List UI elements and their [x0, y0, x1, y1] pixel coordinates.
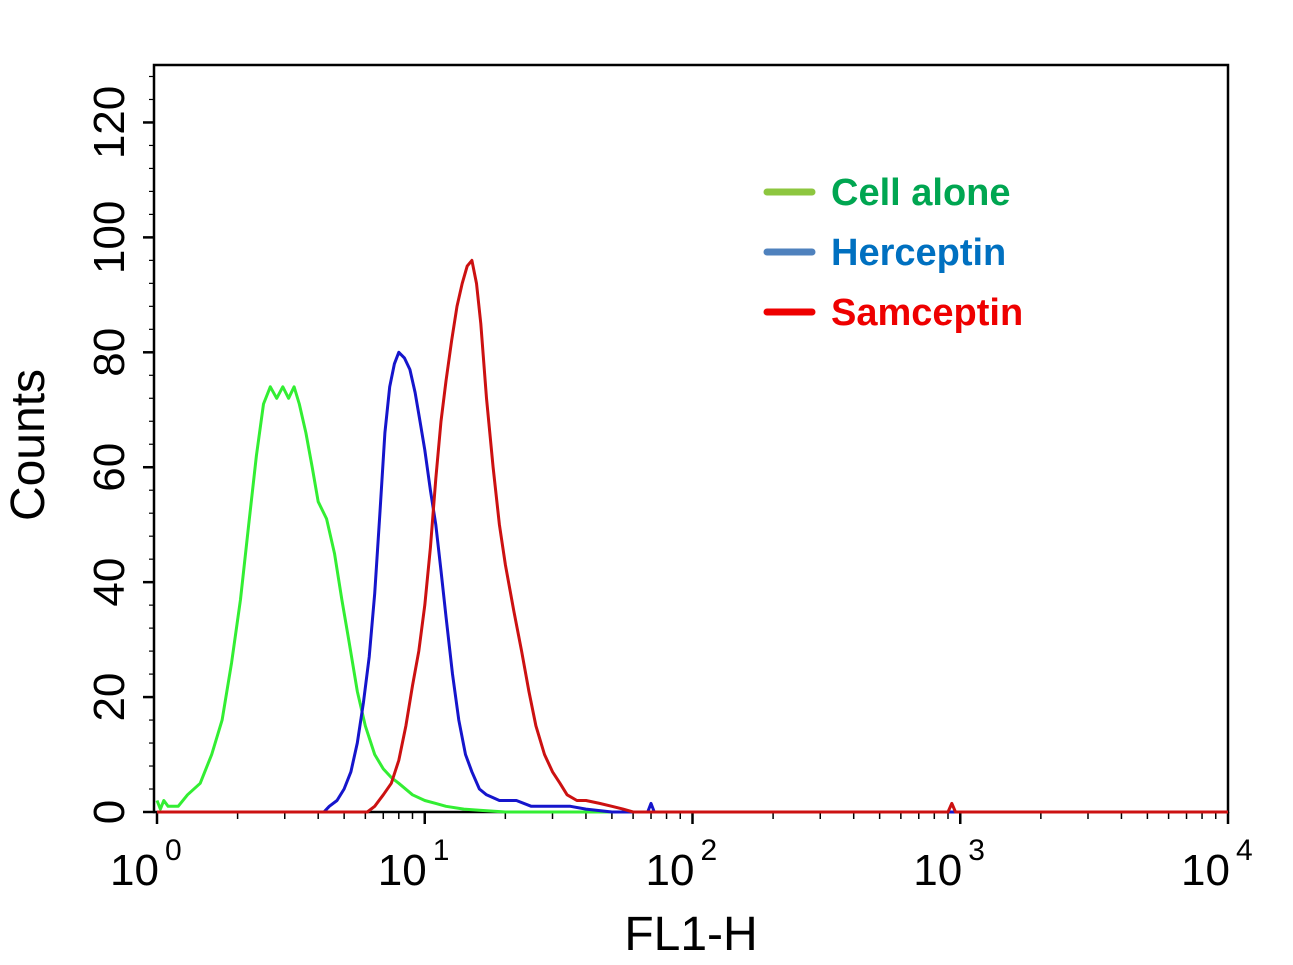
legend-label: Cell alone	[831, 172, 1011, 214]
x-tick-label: 10 3	[913, 834, 985, 895]
y-tick-label: 20	[85, 673, 134, 722]
legend-item: Herceptin	[763, 232, 1006, 274]
y-axis-minor-ticks	[149, 75, 155, 790]
x-tick-label: 10 2	[646, 834, 718, 895]
y-tick-label: 60	[85, 443, 134, 492]
x-tick-label: 10 1	[378, 834, 450, 895]
x-tick-base: 10	[913, 846, 962, 895]
x-tick-exponent: 0	[165, 834, 182, 867]
x-tick-exponent: 1	[433, 834, 450, 867]
x-tick-exponent: 2	[701, 834, 718, 867]
x-tick-exponent: 4	[1236, 834, 1253, 867]
series-layer	[155, 258, 1228, 814]
plot-frame	[152, 63, 1230, 814]
x-tick-base: 10	[110, 846, 159, 895]
x-tick-exponent: 3	[968, 834, 985, 867]
legend-label: Herceptin	[831, 232, 1006, 274]
x-tick-base: 10	[1181, 846, 1230, 895]
series-line-cell-alone	[155, 385, 1228, 814]
y-tick-label: 80	[85, 328, 134, 377]
y-axis: 0 20 40 60 80 100 120	[85, 86, 155, 824]
x-tick-base: 10	[646, 846, 695, 895]
legend-item: Samceptin	[763, 292, 1023, 334]
y-axis-title: Counts	[2, 369, 55, 521]
x-axis: 10 0 10 1 10 2 10 3 10 4	[110, 812, 1253, 895]
series-line-herceptin	[157, 350, 1228, 814]
x-axis-title: FL1-H	[624, 908, 757, 961]
y-tick-label: 120	[85, 86, 134, 159]
y-tick-label: 40	[85, 558, 134, 607]
x-tick-base: 10	[378, 846, 427, 895]
legend-item: Cell alone	[763, 172, 1011, 214]
legend-label: Samceptin	[831, 292, 1023, 334]
legend: Cell alone Herceptin Samceptin	[763, 172, 1023, 334]
x-tick-label: 10 4	[1181, 834, 1253, 895]
x-tick-label: 10 0	[110, 834, 182, 895]
series-line-samceptin	[157, 258, 1228, 814]
y-tick-label: 0	[85, 800, 134, 824]
y-tick-label: 100	[85, 201, 134, 274]
